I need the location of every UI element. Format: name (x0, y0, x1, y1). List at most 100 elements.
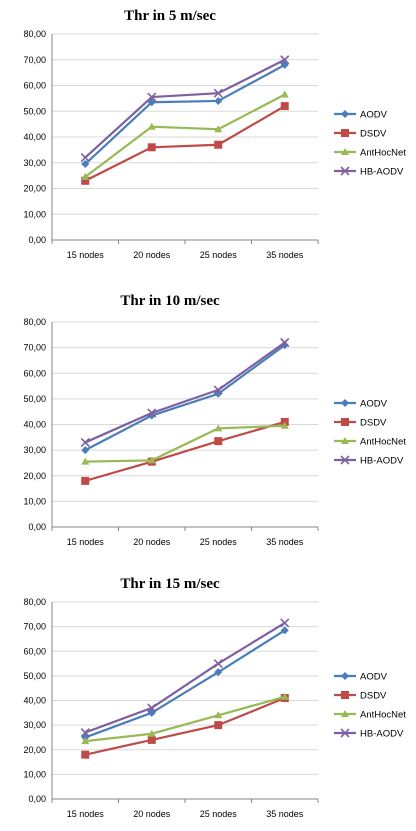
legend-item-aodv: AODV (334, 110, 388, 121)
legend-label: AntHocNet (360, 437, 406, 448)
data-point-anthocnet (280, 421, 289, 429)
legend-item-anthocnet: AntHocNet (334, 710, 406, 721)
series-line-hb-aodv (84, 621, 286, 734)
legend-item-hb-aodv: HB-AODV (334, 166, 404, 178)
data-point-anthocnet (147, 456, 156, 464)
series-line-anthocnet (85, 695, 286, 743)
legend-item-dsdv: DSDV (334, 129, 387, 140)
marker-stroke (280, 55, 290, 65)
data-point-hb-aodv (213, 385, 223, 395)
y-tick-label: 70,00 (23, 343, 46, 353)
data-point-aodv (81, 160, 90, 169)
series-line-dsdv (85, 697, 286, 756)
data-point-hb-aodv (213, 658, 223, 669)
x-tick-label: 25 nodes (200, 809, 238, 819)
series-line-dsdv (84, 105, 286, 182)
data-point-anthocnet (147, 122, 156, 130)
legend-marker (340, 455, 350, 465)
y-tick-label: 0,00 (28, 794, 46, 804)
legend-marker (341, 110, 349, 118)
legend-marker (340, 728, 350, 738)
y-tick-label: 0,00 (28, 522, 46, 532)
legend-marker (341, 129, 349, 137)
data-point-hb-aodv (147, 92, 157, 102)
legend-item-anthocnet: AntHocNet (334, 148, 406, 159)
data-point-hb-aodv (80, 437, 90, 448)
chart-title: Thr in 10 m/sec (120, 293, 220, 309)
y-tick-label: 20,00 (23, 184, 46, 194)
x-tick-label: 15 nodes (67, 537, 105, 547)
legend-marker (341, 418, 349, 426)
marker-stroke (280, 337, 290, 348)
x-tick-label: 35 nodes (266, 809, 304, 819)
legend-item-hb-aodv: HB-AODV (334, 455, 404, 467)
y-tick-label: 30,00 (23, 445, 46, 455)
y-tick-label: 0,00 (28, 235, 46, 245)
marker-stroke (213, 658, 223, 669)
chart-title: Thr in 15 m/sec (120, 576, 220, 592)
y-tick-label: 80,00 (23, 29, 46, 39)
data-point-dsdv (81, 476, 90, 485)
legend-item-aodv: AODV (334, 399, 388, 410)
marker-stroke (147, 703, 157, 713)
data-point-hb-aodv (147, 408, 157, 418)
data-point-aodv (214, 668, 223, 677)
data-point-aodv (214, 96, 223, 105)
y-tick-label: 70,00 (23, 55, 46, 65)
y-tick-label: 40,00 (23, 420, 46, 430)
y-tick-label: 50,00 (23, 106, 46, 116)
chart-plot: 0,00 10,00 20,00 30,00 40,00 50,00 60,00 70,00 8… (23, 29, 406, 260)
legend-label: DSDV (360, 691, 387, 702)
data-point-dsdv (81, 176, 90, 185)
legend-item-dsdv: DSDV (334, 418, 387, 429)
series-line-anthocnet (85, 424, 285, 463)
legend-label: AntHocNet (360, 710, 406, 721)
y-tick-label: 10,00 (23, 496, 46, 506)
y-tick-label: 60,00 (23, 646, 46, 656)
data-point-anthocnet (147, 729, 156, 737)
y-tick-label: 20,00 (23, 471, 46, 481)
data-point-aodv (81, 446, 90, 455)
legend-item-dsdv: DSDV (334, 691, 387, 702)
y-tick-label: 60,00 (23, 368, 46, 378)
marker-stroke (340, 455, 350, 465)
x-tick-label: 25 nodes (200, 250, 238, 260)
x-tick-label: 15 nodes (67, 250, 105, 260)
data-point-dsdv (280, 102, 289, 111)
marker-stroke (147, 408, 157, 418)
data-point-dsdv (81, 750, 90, 759)
marker-stroke (280, 618, 290, 628)
data-point-anthocnet (214, 125, 223, 133)
legend-marker (341, 691, 349, 699)
data-point-dsdv (214, 437, 223, 446)
chart-plot: 0,00 10,00 20,00 30,00 40,00 50,00 60,00 70,00 8… (23, 317, 406, 547)
legend-marker (341, 148, 349, 155)
legend-label: AntHocNet (360, 148, 406, 159)
y-tick-label: 40,00 (23, 696, 46, 706)
legend-item-hb-aodv: HB-AODV (334, 728, 404, 740)
marker-stroke (80, 153, 90, 163)
chart-plot: 0,00 10,00 20,00 30,00 40,00 50,00 60,00 70,00 8… (23, 597, 406, 819)
legend-marker (341, 672, 349, 680)
series-line-aodv (84, 344, 286, 452)
legend-marker (341, 437, 349, 444)
legend-label: AODV (360, 399, 388, 410)
legend-label: DSDV (360, 418, 387, 429)
series-line-hb-aodv (84, 341, 286, 444)
y-tick-label: 60,00 (23, 81, 46, 91)
data-point-anthocnet (81, 172, 90, 180)
y-tick-label: 50,00 (23, 394, 46, 404)
series-line-anthocnet (84, 93, 286, 178)
legend-marker (341, 710, 349, 717)
chart-speed-10: Thr in 10 m/sec 0,00 10,00 20,00 30,00 40,00… (0, 285, 416, 560)
y-tick-label: 20,00 (23, 745, 46, 755)
series-line-aodv (84, 629, 286, 739)
marker-stroke (213, 385, 223, 395)
legend-label: HB-AODV (360, 167, 404, 178)
data-point-hb-aodv (80, 153, 90, 163)
x-tick-label: 20 nodes (133, 537, 171, 547)
series-line-dsdv (84, 420, 286, 482)
y-tick-label: 30,00 (23, 158, 46, 168)
chart-speed-15: Thr in 15 m/sec 0,00 10,00 20,00 30,00 40,00… (0, 568, 416, 831)
legend-item-anthocnet: AntHocNet (334, 437, 406, 448)
